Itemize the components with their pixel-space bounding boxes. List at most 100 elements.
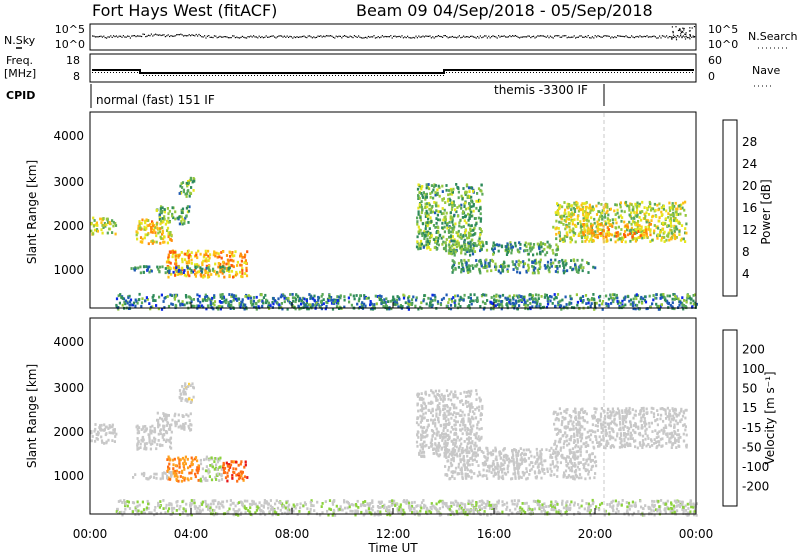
heatmap-cell bbox=[183, 222, 186, 225]
heatmap-cell bbox=[427, 424, 430, 427]
heatmap-cell bbox=[430, 184, 433, 187]
heatmap-cell bbox=[102, 217, 105, 221]
nsky-point bbox=[296, 36, 298, 38]
heatmap-cell bbox=[424, 197, 427, 201]
heatmap-cell bbox=[449, 307, 453, 311]
heatmap-cell bbox=[654, 296, 657, 300]
heatmap-cell bbox=[440, 433, 443, 437]
heatmap-cell bbox=[137, 224, 140, 228]
heatmap-cell bbox=[507, 457, 510, 461]
heatmap-cell bbox=[626, 204, 629, 208]
heatmap-cell bbox=[107, 221, 110, 224]
nsky-point bbox=[187, 35, 189, 37]
heatmap-cell bbox=[217, 265, 220, 269]
heatmap-cell bbox=[519, 260, 522, 264]
heatmap-cell bbox=[575, 293, 578, 297]
heatmap-cell bbox=[183, 458, 186, 462]
heatmap-cell bbox=[166, 226, 170, 230]
nsky-point bbox=[169, 35, 171, 38]
heatmap-cell bbox=[105, 440, 108, 444]
heatmap-cell bbox=[640, 295, 643, 299]
heatmap-cell bbox=[434, 298, 437, 302]
heatmap-cell bbox=[92, 224, 95, 228]
nave-point bbox=[269, 75, 270, 76]
heatmap-cell bbox=[159, 227, 162, 230]
nave-point bbox=[626, 72, 627, 73]
heatmap-cell bbox=[636, 215, 639, 218]
nsky-point bbox=[421, 36, 423, 38]
nsky-point bbox=[345, 35, 347, 37]
heatmap-cell bbox=[580, 203, 583, 207]
heatmap-cell bbox=[468, 304, 471, 307]
heatmap-cell bbox=[417, 430, 420, 434]
heatmap-cell bbox=[434, 191, 437, 194]
heatmap-cell bbox=[231, 477, 234, 480]
heatmap-cell bbox=[448, 307, 451, 310]
nave-point bbox=[113, 72, 114, 73]
heatmap-cell bbox=[628, 206, 631, 209]
heatmap-cell bbox=[610, 296, 613, 300]
heatmap-cell bbox=[90, 229, 93, 233]
heatmap-cell bbox=[343, 295, 346, 298]
heatmap-cell bbox=[515, 260, 518, 264]
heatmap-cell bbox=[684, 214, 687, 217]
nsky-point bbox=[359, 36, 361, 38]
heatmap-cell bbox=[674, 216, 677, 220]
nsky-point bbox=[192, 34, 194, 36]
heatmap-cell bbox=[441, 226, 444, 230]
heatmap-cell bbox=[643, 295, 647, 299]
heatmap-cell bbox=[609, 207, 612, 211]
heatmap-cell bbox=[457, 196, 460, 200]
heatmap-cell bbox=[499, 294, 502, 298]
heatmap-cell bbox=[190, 251, 193, 254]
nsky-point bbox=[381, 35, 383, 37]
heatmap-cell bbox=[422, 416, 425, 420]
nsky-point bbox=[516, 35, 518, 37]
heatmap-cell bbox=[221, 296, 224, 300]
heatmap-cell bbox=[671, 207, 674, 210]
heatmap-cell bbox=[437, 226, 440, 230]
nsky-point bbox=[331, 35, 333, 37]
heatmap-cell bbox=[175, 478, 178, 481]
heatmap-cell bbox=[595, 225, 598, 229]
nave-point bbox=[182, 75, 183, 76]
heatmap-cell bbox=[582, 213, 585, 217]
heatmap-cell bbox=[456, 234, 460, 238]
nsky-point bbox=[408, 37, 410, 39]
heatmap-cell bbox=[201, 467, 204, 471]
heatmap-cell bbox=[187, 181, 190, 185]
heatmap-cell bbox=[484, 262, 487, 265]
heatmap-cell bbox=[230, 253, 233, 256]
heatmap-cell bbox=[555, 248, 558, 252]
heatmap-cell bbox=[643, 236, 646, 239]
heatmap-cell bbox=[419, 408, 422, 412]
heatmap-cell bbox=[213, 250, 216, 254]
heatmap-cell bbox=[543, 247, 546, 251]
heatmap-cell bbox=[607, 232, 611, 235]
nave-point bbox=[362, 75, 363, 76]
nsky-point bbox=[278, 35, 280, 37]
nsky-point bbox=[666, 35, 668, 37]
heatmap-cell bbox=[493, 468, 496, 472]
heatmap-cell bbox=[448, 235, 451, 239]
heatmap-cell bbox=[683, 299, 686, 302]
nsky-point bbox=[394, 35, 396, 37]
heatmap-cell bbox=[124, 299, 127, 303]
heatmap-cell bbox=[158, 213, 161, 217]
heatmap-cell bbox=[157, 307, 160, 311]
heatmap-cell bbox=[634, 239, 637, 243]
nsky-point bbox=[449, 36, 451, 38]
nsky-point bbox=[643, 35, 645, 37]
heatmap-cell bbox=[142, 425, 145, 429]
heatmap-cell bbox=[167, 455, 170, 459]
heatmap-cell bbox=[445, 415, 448, 419]
heatmap-cell bbox=[629, 239, 632, 243]
nave-point bbox=[425, 75, 426, 76]
heatmap-cell bbox=[164, 271, 167, 275]
heatmap-cell bbox=[174, 217, 177, 221]
heatmap-cell bbox=[638, 300, 641, 304]
heatmap-cell bbox=[675, 213, 678, 217]
heatmap-cell bbox=[218, 304, 221, 308]
heatmap-cell bbox=[363, 294, 366, 297]
heatmap-cell bbox=[208, 458, 211, 462]
